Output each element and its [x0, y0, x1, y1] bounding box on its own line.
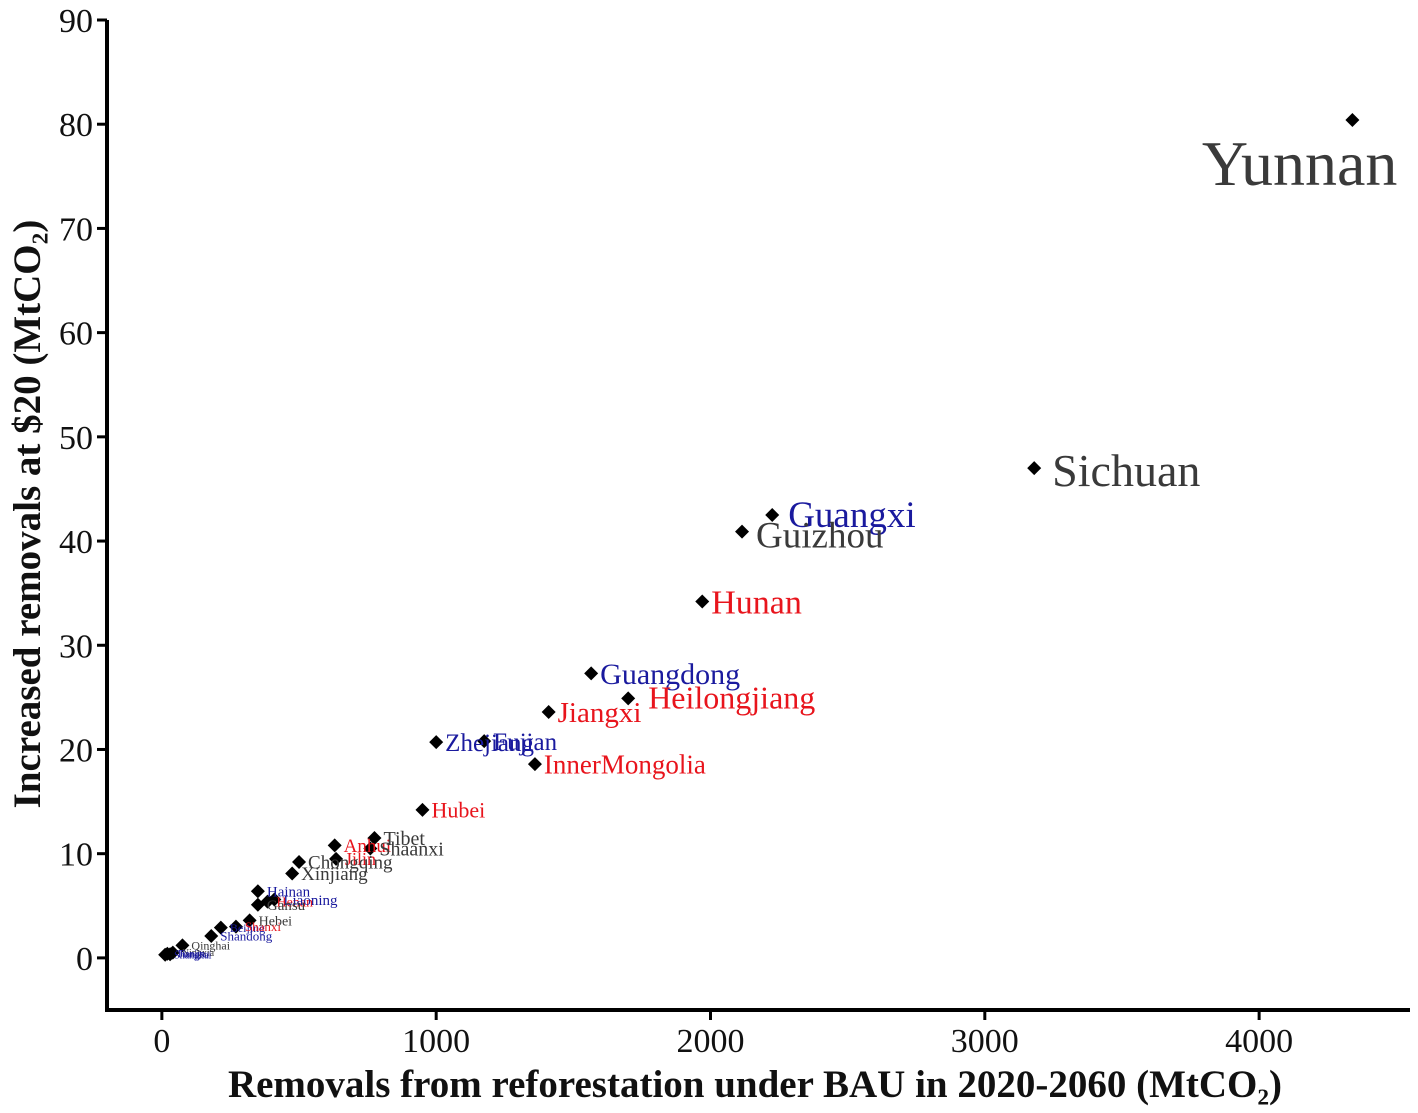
point-label-henan: Henan	[276, 896, 313, 911]
data-points	[158, 113, 1360, 962]
point-label-innermongolia: InnerMongolia	[544, 750, 706, 780]
data-point-shanxi	[228, 919, 243, 934]
data-point-guizhou	[735, 524, 750, 539]
point-label-shanxi: Shanxi	[245, 919, 281, 934]
data-point-gansu	[250, 897, 265, 912]
data-point-xinjiang	[285, 866, 300, 881]
point-label-tibet: Tibet	[383, 828, 425, 850]
point-label-jiangxi: Jiangxi	[558, 697, 642, 729]
point-label-hebei: Hebei	[259, 914, 293, 929]
y-axis-title: Increased removals at $20 (MtCO₂)	[6, 220, 49, 809]
data-point-yunnan	[1345, 113, 1360, 128]
point-label-guangdong: Guangdong	[600, 658, 740, 691]
x-tick-label: 4000	[1225, 1023, 1293, 1060]
point-label-jilin: Jilin	[345, 849, 376, 869]
point-label-ningxia: Ningxia	[182, 948, 215, 959]
data-point-shandong	[204, 929, 219, 944]
y-tick-label: 50	[59, 420, 93, 457]
data-point-qinghai	[175, 938, 190, 953]
y-tick-label: 70	[59, 211, 93, 248]
point-label-beijing: Beijing	[230, 921, 265, 935]
x-tick-label: 1000	[402, 1023, 470, 1060]
data-point-beijing	[213, 920, 228, 935]
data-point-guangdong	[584, 666, 599, 681]
point-label-fujian: Fujian	[493, 729, 557, 756]
y-tick-label: 90	[59, 3, 93, 40]
y-tick-label: 30	[59, 628, 93, 665]
y-tick-label: 20	[59, 732, 93, 769]
data-point-guangxi	[765, 508, 780, 522]
point-label-hainan: Hainan	[267, 884, 311, 900]
y-tick-label: 80	[59, 107, 93, 144]
point-label-sichuan: Sichuan	[1052, 445, 1200, 496]
point-label-guizhou: Guizhou	[756, 516, 883, 557]
x-tick-label: 2000	[676, 1023, 744, 1060]
point-label-heilongjiang: Heilongjiang	[648, 679, 815, 715]
x-tick-label: 3000	[951, 1023, 1019, 1060]
y-tick-label: 60	[59, 316, 93, 353]
data-point-jilin	[329, 851, 344, 866]
data-point-jiangsu	[163, 947, 178, 962]
data-point-jiangxi	[541, 704, 556, 719]
x-axis-title: Removals from reforestation under BAU in…	[228, 1063, 1282, 1106]
axes	[105, 20, 1410, 1012]
data-point-hubei	[415, 802, 430, 817]
point-label-shaanxi: Shaanxi	[379, 838, 444, 860]
data-point-zhejiang	[429, 735, 444, 750]
point-label-chongqing: Chongqing	[308, 853, 393, 874]
x-tick-label: 0	[153, 1023, 170, 1060]
data-point-hainan	[250, 884, 265, 899]
data-point-shaanxi	[363, 841, 378, 856]
data-point-hunan	[695, 594, 710, 609]
point-label-hubei: Hubei	[431, 798, 485, 823]
point-label-zhejiang: Zhejiang	[445, 730, 534, 757]
point-label-guangxi: Guangxi	[788, 495, 915, 536]
data-point-heilongjiang	[621, 691, 636, 706]
data-point-anhui	[327, 838, 342, 853]
point-label-shanghai: Shanghai	[174, 950, 211, 961]
point-label-liaoning: Liaoning	[283, 893, 338, 909]
data-point-chongqing	[292, 855, 307, 870]
data-point-hebei	[242, 913, 257, 928]
point-label-gansu: Gansu	[267, 898, 306, 914]
y-tick-label: 10	[59, 837, 93, 874]
point-label-jiangsu: Jiangsu	[179, 950, 209, 961]
data-point-sichuan	[1027, 461, 1042, 476]
x-axis-ticks: 0 1000 2000 3000 4000	[153, 1010, 1293, 1060]
data-point-fujian	[477, 734, 492, 749]
point-label-hunan: Hunan	[711, 584, 802, 621]
point-label-qinghai: Qinghai	[191, 939, 230, 953]
y-tick-label: 40	[59, 524, 93, 561]
y-tick-label: 0	[76, 941, 93, 978]
point-label-yunnan: Yunnan	[1202, 128, 1398, 199]
point-label-xinjiang: Xinjiang	[301, 864, 368, 885]
point-label-tianjin: Tianjin	[176, 949, 205, 960]
point-label-anhui: Anhui	[344, 836, 392, 857]
data-point-tibet	[367, 831, 382, 846]
y-axis-ticks: 0 10 20 30 40 50 60 70 80 90	[59, 3, 107, 978]
data-point-innermongolia	[527, 757, 542, 772]
point-label-shandong: Shandong	[220, 929, 272, 944]
data-point-liaoning	[267, 892, 282, 907]
